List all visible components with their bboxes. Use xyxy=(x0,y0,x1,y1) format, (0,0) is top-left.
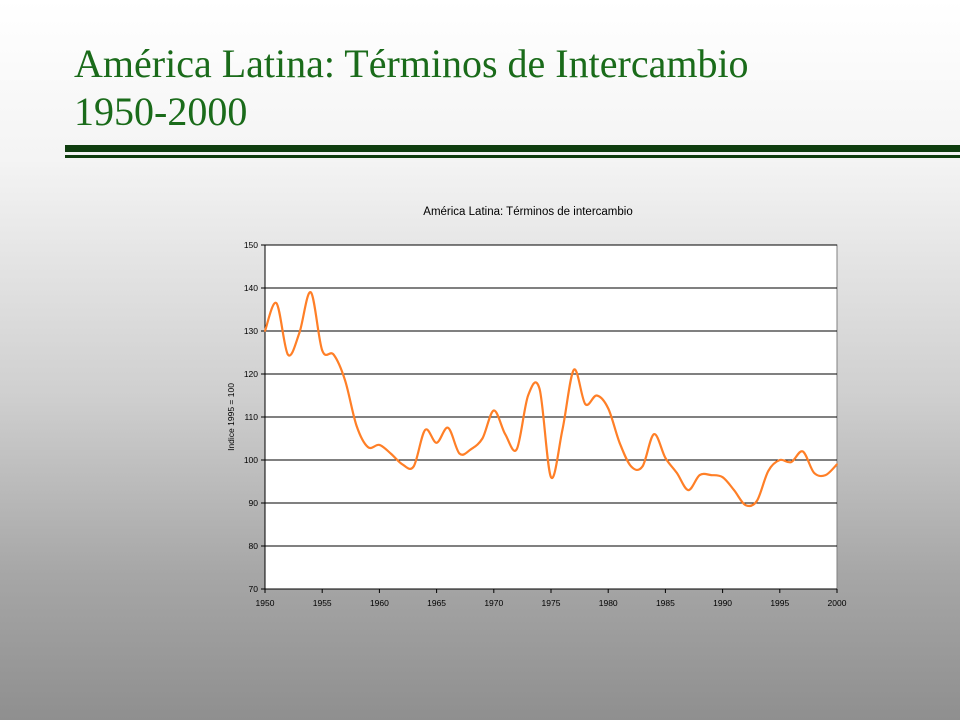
data-point xyxy=(286,353,289,356)
data-point xyxy=(653,433,655,436)
data-point xyxy=(447,426,449,429)
title-divider-thin xyxy=(65,155,960,158)
data-point xyxy=(836,463,838,466)
data-point xyxy=(309,291,312,294)
data-point xyxy=(412,465,415,468)
data-point xyxy=(470,448,472,451)
x-tick-label: 1965 xyxy=(427,598,446,608)
x-tick-label: 1970 xyxy=(484,598,503,608)
slide-title-line-1: América Latina: Términos de Intercambio xyxy=(74,41,749,86)
data-point xyxy=(618,441,621,444)
data-point xyxy=(572,368,575,371)
data-point xyxy=(504,433,507,436)
x-tick-label: 1950 xyxy=(256,598,275,608)
data-point xyxy=(721,476,724,479)
slide-title: América Latina: Términos de Intercambio … xyxy=(74,40,934,136)
data-point xyxy=(801,450,804,453)
data-point xyxy=(435,441,438,444)
x-tick-label: 1975 xyxy=(542,598,561,608)
y-tick-label: 100 xyxy=(244,455,258,465)
y-tick-label: 130 xyxy=(244,326,258,336)
y-tick-label: 150 xyxy=(244,240,258,250)
x-tick-labels: 1950 1955 1960 1965 1970 1975 1980 1985 1990 1995… xyxy=(256,598,847,608)
axes xyxy=(261,244,838,593)
data-point xyxy=(401,463,404,466)
data-point xyxy=(332,353,335,356)
title-divider-thick xyxy=(65,145,960,152)
data-point xyxy=(675,472,678,474)
x-tick-label: 1990 xyxy=(713,598,732,608)
data-point xyxy=(630,465,632,468)
y-tick-label: 140 xyxy=(244,283,258,293)
data-point xyxy=(378,444,381,446)
y-tick-label: 90 xyxy=(249,498,259,508)
data-point xyxy=(687,489,690,491)
data-point xyxy=(355,424,358,427)
x-tick-label: 1995 xyxy=(770,598,789,608)
data-point xyxy=(595,394,598,397)
data-point xyxy=(275,302,278,304)
data-point xyxy=(813,472,816,474)
y-tick-label: 70 xyxy=(249,584,259,594)
data-point xyxy=(607,407,610,410)
data-point xyxy=(298,332,301,335)
x-tick-label: 1980 xyxy=(599,598,618,608)
data-point xyxy=(698,474,701,476)
data-point xyxy=(264,330,266,332)
data-point xyxy=(538,388,541,390)
data-point xyxy=(733,489,735,491)
data-point xyxy=(824,474,827,476)
y-tick-label: 120 xyxy=(244,369,258,379)
series-group xyxy=(263,291,838,508)
data-point xyxy=(767,469,770,472)
data-point xyxy=(778,459,781,461)
chart-title: América Latina: Términos de intercambio xyxy=(423,206,632,218)
slide-title-line-2: 1950-2000 xyxy=(74,89,248,134)
data-point xyxy=(561,429,564,431)
data-point xyxy=(458,452,461,455)
data-point xyxy=(321,349,324,352)
data-point xyxy=(481,437,484,440)
data-point xyxy=(790,461,793,464)
data-point xyxy=(710,474,713,476)
y-tick-label: 110 xyxy=(244,412,258,422)
data-point xyxy=(744,504,747,507)
y-axis-label: Indice 1995 = 100 xyxy=(226,383,236,451)
x-tick-label: 1985 xyxy=(656,598,675,608)
x-tick-label: 2000 xyxy=(828,598,847,608)
data-point xyxy=(641,465,644,468)
x-tick-label: 1960 xyxy=(370,598,389,608)
data-point xyxy=(367,446,369,448)
data-point xyxy=(344,379,346,382)
data-point xyxy=(515,448,518,451)
data-point xyxy=(527,394,530,397)
data-point xyxy=(389,452,392,455)
x-tick-label: 1955 xyxy=(313,598,332,608)
data-point xyxy=(424,429,427,431)
y-tick-labels: 70 80 90 100 110 120 130 140 150 xyxy=(244,240,258,594)
y-tick-label: 80 xyxy=(249,541,259,551)
data-point xyxy=(492,409,495,412)
data-point xyxy=(550,476,552,479)
data-point xyxy=(584,403,587,405)
data-point xyxy=(756,499,758,502)
series-points xyxy=(264,291,838,507)
data-point xyxy=(664,456,667,459)
